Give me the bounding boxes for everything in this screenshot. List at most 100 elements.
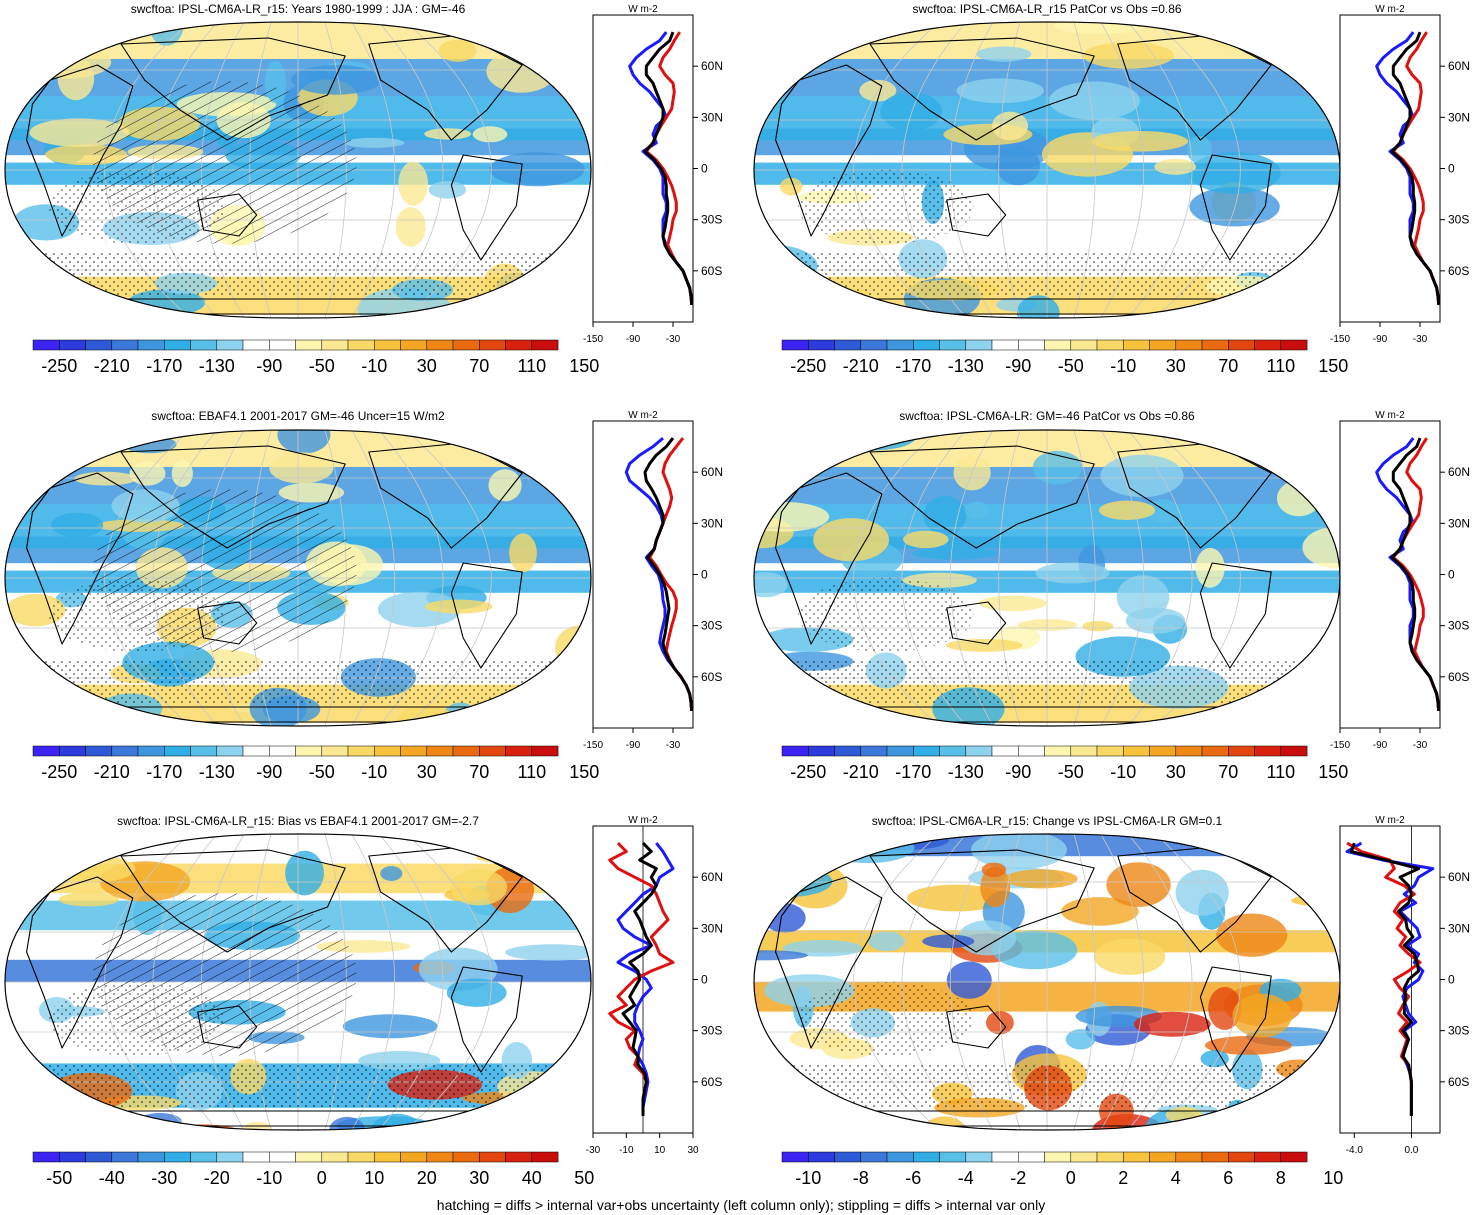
colorbar-swatch	[965, 1151, 993, 1163]
profile-ytick: 30S	[701, 213, 722, 227]
profile-ytick: 60S	[701, 264, 722, 278]
colorbar-tick-label: -10	[1110, 356, 1136, 376]
profile-ytick: 0	[701, 568, 708, 582]
colorbar-tick-label: 150	[1318, 762, 1348, 782]
colorbar-swatch	[164, 339, 191, 351]
colorbar-swatch	[374, 1151, 401, 1163]
profile-ytick: 60N	[701, 870, 723, 884]
colorbar-swatch	[190, 339, 218, 351]
colorbar-swatch	[834, 1151, 862, 1163]
profile-xtick: 0.0	[1404, 1145, 1418, 1156]
colorbar-tick-label: -250	[790, 356, 826, 376]
profile-series-2	[1349, 842, 1421, 1116]
colorbar: -250 -210 -170 -130 -90 -50 -10 30 70 110 150	[781, 745, 1348, 782]
colorbar-tick-label: 110	[517, 762, 546, 782]
colorbar-swatch	[269, 1151, 296, 1163]
colorbar-tick-label: -50	[309, 356, 335, 376]
colorbar-swatch	[913, 339, 940, 351]
colorbar: -250 -210 -170 -130 -90 -50 -10 30 70 110 150	[32, 745, 599, 782]
profile-unit: W m-2	[628, 815, 658, 826]
colorbar-swatch	[834, 339, 862, 351]
profile-series-2	[643, 437, 694, 712]
colorbar-tick-label: 50	[574, 1168, 594, 1188]
colorbar-swatch	[59, 1151, 86, 1163]
colorbar-tick-label: -250	[41, 356, 77, 376]
profile-xtick: -10	[619, 1145, 634, 1156]
panel-p4: swcftoa: IPSL-CM6A-LR: GM=-46 PatCor vs …	[753, 409, 1470, 782]
colorbar-swatch	[834, 745, 862, 757]
profile-xtick: -150	[583, 740, 603, 751]
colorbar-swatch	[400, 339, 428, 351]
colorbar-swatch	[991, 745, 1019, 757]
colorbar-swatch	[426, 339, 454, 351]
colorbar-swatch	[1228, 745, 1255, 757]
colorbar-swatch	[164, 745, 191, 757]
colorbar-tick-label: 0	[317, 1168, 327, 1188]
colorbar-swatch	[1044, 745, 1072, 757]
colorbar-swatch	[295, 1151, 323, 1163]
colorbar-tick-label: -210	[843, 762, 879, 782]
profile-unit: W m-2	[1375, 4, 1405, 15]
colorbar-swatch	[374, 339, 401, 351]
profile-unit: W m-2	[628, 4, 658, 15]
colorbar-tick-label: 150	[569, 762, 599, 782]
profile-xtick: -30	[666, 740, 681, 751]
colorbar-swatch	[32, 745, 60, 757]
colorbar-tick-label: 30	[417, 762, 437, 782]
colorbar-tick-label: 10	[364, 1168, 384, 1188]
panel-p2: swcftoa: IPSL-CM6A-LR_r15 PatCor vs Obs …	[753, 2, 1470, 376]
profile-ytick: 60S	[701, 1075, 722, 1089]
colorbar-swatch	[1070, 745, 1098, 757]
profile-xtick: -90	[1373, 740, 1388, 751]
profile-ytick: 30S	[701, 619, 722, 633]
profile-series-1	[1391, 437, 1441, 712]
colorbar-tick-label: -10	[361, 356, 387, 376]
colorbar-swatch	[505, 1151, 533, 1163]
colorbar-swatch	[321, 1151, 349, 1163]
colorbar-tick-label: -10	[256, 1168, 282, 1188]
colorbar-swatch	[1044, 339, 1072, 351]
profile-ytick: 30S	[1448, 619, 1469, 633]
colorbar-swatch	[860, 1151, 888, 1163]
colorbar-swatch	[321, 745, 349, 757]
colorbar-swatch	[1096, 1151, 1124, 1163]
colorbar-tick-label: 30	[1166, 356, 1186, 376]
colorbar-swatch	[1201, 745, 1229, 757]
colorbar-tick-label: 30	[1166, 762, 1186, 782]
profile-xtick: 10	[654, 1145, 666, 1156]
colorbar-swatch	[886, 745, 914, 757]
colorbar-swatch	[1018, 745, 1045, 757]
colorbar-tick-label: -4	[958, 1168, 974, 1188]
profile-ytick: 30N	[701, 110, 723, 124]
colorbar-swatch	[1123, 1151, 1150, 1163]
colorbar-tick-label: 70	[1218, 356, 1238, 376]
colorbar-swatch	[1228, 1151, 1255, 1163]
colorbar-swatch	[479, 339, 506, 351]
profile-ytick: 30N	[1448, 110, 1470, 124]
colorbar-swatch	[479, 745, 506, 757]
profile-series-0	[1345, 841, 1435, 1116]
profile-series-2	[1390, 437, 1441, 712]
colorbar-tick-label: -250	[790, 762, 826, 782]
panel-title: swcftoa: IPSL-CM6A-LR: GM=-46 PatCor vs …	[899, 409, 1195, 423]
profile-ytick: 30N	[1448, 516, 1470, 530]
colorbar-swatch	[1149, 1151, 1177, 1163]
colorbar-swatch	[190, 745, 218, 757]
colorbar-tick-label: -90	[256, 762, 282, 782]
map-outline	[4, 429, 592, 727]
profile-ytick: 60N	[1448, 870, 1470, 884]
profile-xtick: -150	[583, 334, 603, 345]
footer-caption: hatching = diffs > internal var+obs unce…	[437, 1197, 1045, 1213]
profile-ytick: 60N	[1448, 59, 1470, 73]
panel-title: swcftoa: IPSL-CM6A-LR_r15: Years 1980-19…	[131, 2, 466, 16]
profile-xtick: -30	[1413, 740, 1428, 751]
colorbar-swatch	[59, 745, 86, 757]
colorbar-swatch	[452, 1151, 480, 1163]
colorbar-swatch	[939, 339, 967, 351]
colorbar-tick-label: 110	[1266, 356, 1295, 376]
profile-ytick: 60S	[701, 670, 722, 684]
colorbar-swatch	[781, 745, 809, 757]
colorbar-tick-label: -170	[895, 762, 931, 782]
colorbar-tick-label: -210	[94, 356, 130, 376]
colorbar-tick-label: 0	[1066, 1168, 1076, 1188]
